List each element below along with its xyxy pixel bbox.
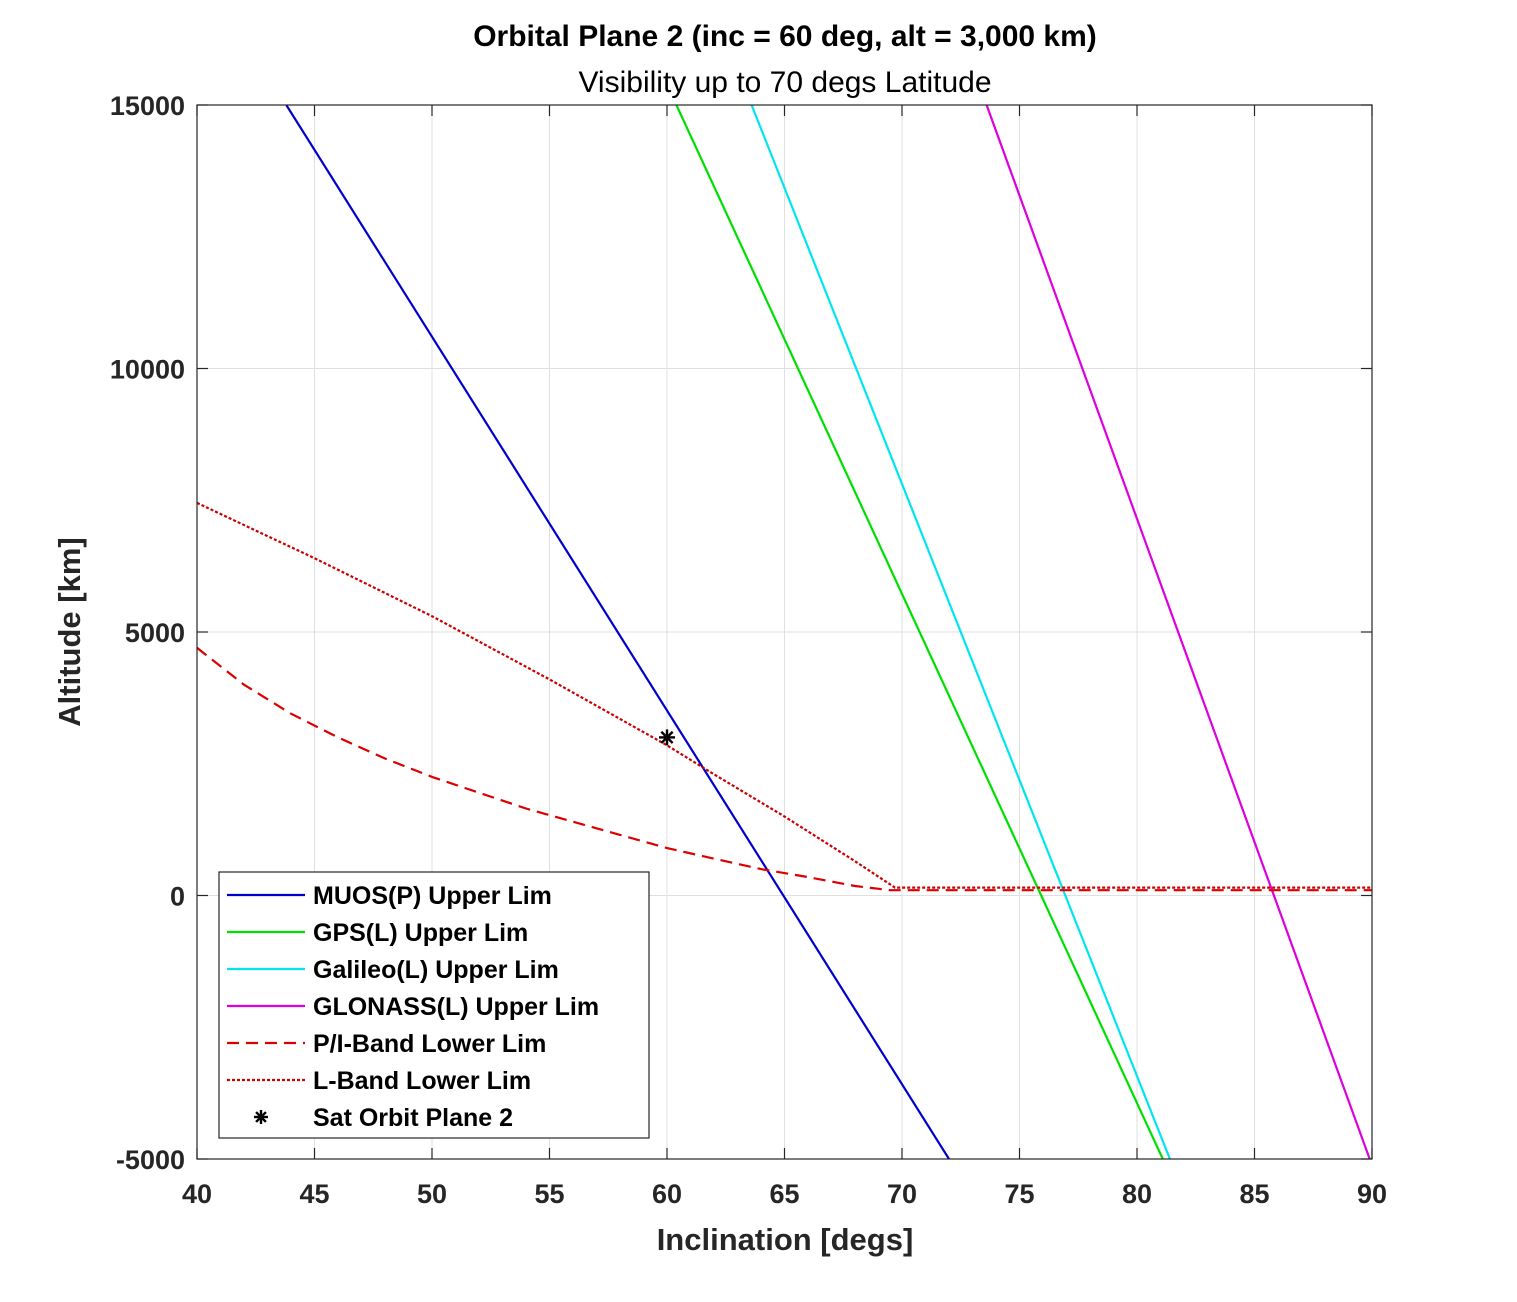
x-tick-label: 55 [534, 1179, 564, 1209]
ticks [196, 104, 1373, 1160]
legend-gps-l-upper-lim-label: GPS(L) Upper Lim [313, 919, 528, 947]
x-axis-label: Inclination [degs] [657, 1222, 914, 1257]
series-muos-p-upper-lim-line [285, 105, 950, 1159]
x-tick-label: 50 [417, 1179, 447, 1209]
series-layer [197, 105, 1372, 1159]
legend-sat-orbit-plane-2-label: Sat Orbit Plane 2 [313, 1104, 513, 1132]
series-p-i-band-lower-lim-line [197, 646, 1372, 892]
legend-sat-orbit-plane-2-marker [254, 1110, 268, 1124]
x-tick-label: 85 [1239, 1179, 1269, 1209]
legend-l-band-lower-lim-label: L-Band Lower Lim [313, 1067, 531, 1095]
x-tick-label: 65 [769, 1179, 799, 1209]
chart-title: Orbital Plane 2 (inc = 60 deg, alt = 3,0… [473, 20, 1097, 53]
x-tick-label: 90 [1357, 1179, 1387, 1209]
series-sat-orbit-plane-2-marker-stroke [660, 730, 674, 744]
chart-subtitle: Visibility up to 70 degs Latitude [578, 66, 991, 99]
legend-sat-orbit-plane-2-marker-stroke [255, 1111, 267, 1123]
legend-glonass-l-upper-lim-label: GLONASS(L) Upper Lim [313, 993, 599, 1021]
legend-p-i-band-lower-lim-label: P/I-Band Lower Lim [313, 1030, 546, 1058]
tick-labels: 40 45 50 55 60 65 70 75 80 85 90 -5000 0 5000 10000 150… [110, 91, 1387, 1209]
y-tick-label: 0 [170, 882, 185, 912]
series-l-band-lower-lim-line [197, 501, 1372, 889]
x-tick-label: 80 [1122, 1179, 1152, 1209]
x-tick-label: 60 [652, 1179, 682, 1209]
y-axis-label: Altitude [km] [52, 537, 87, 726]
legend: MUOS(P) Upper Lim GPS(L) Upper Lim Galileo… [218, 871, 650, 1139]
legend-items: MUOS(P) Upper Lim GPS(L) Upper Lim Galileo… [227, 882, 599, 1132]
y-tick-label: -5000 [116, 1145, 185, 1175]
y-tick-label: 10000 [110, 355, 185, 385]
series-gps-l-upper-lim-line [675, 105, 1164, 1159]
y-tick-label: 5000 [125, 618, 185, 648]
series-glonass-l-upper-lim-line [985, 105, 1371, 1159]
series-sat-orbit-plane-2-marker [659, 729, 675, 746]
y-tick-label: 15000 [110, 91, 185, 121]
legend-galileo-l-upper-lim-label: Galileo(L) Upper Lim [313, 956, 559, 984]
series-galileo-l-upper-lim-line [750, 105, 1171, 1159]
x-tick-label: 40 [182, 1179, 212, 1209]
x-tick-label: 45 [299, 1179, 329, 1209]
legend-muos-p-upper-lim-label: MUOS(P) Upper Lim [313, 882, 552, 910]
x-tick-label: 70 [887, 1179, 917, 1209]
x-tick-label: 75 [1004, 1179, 1034, 1209]
